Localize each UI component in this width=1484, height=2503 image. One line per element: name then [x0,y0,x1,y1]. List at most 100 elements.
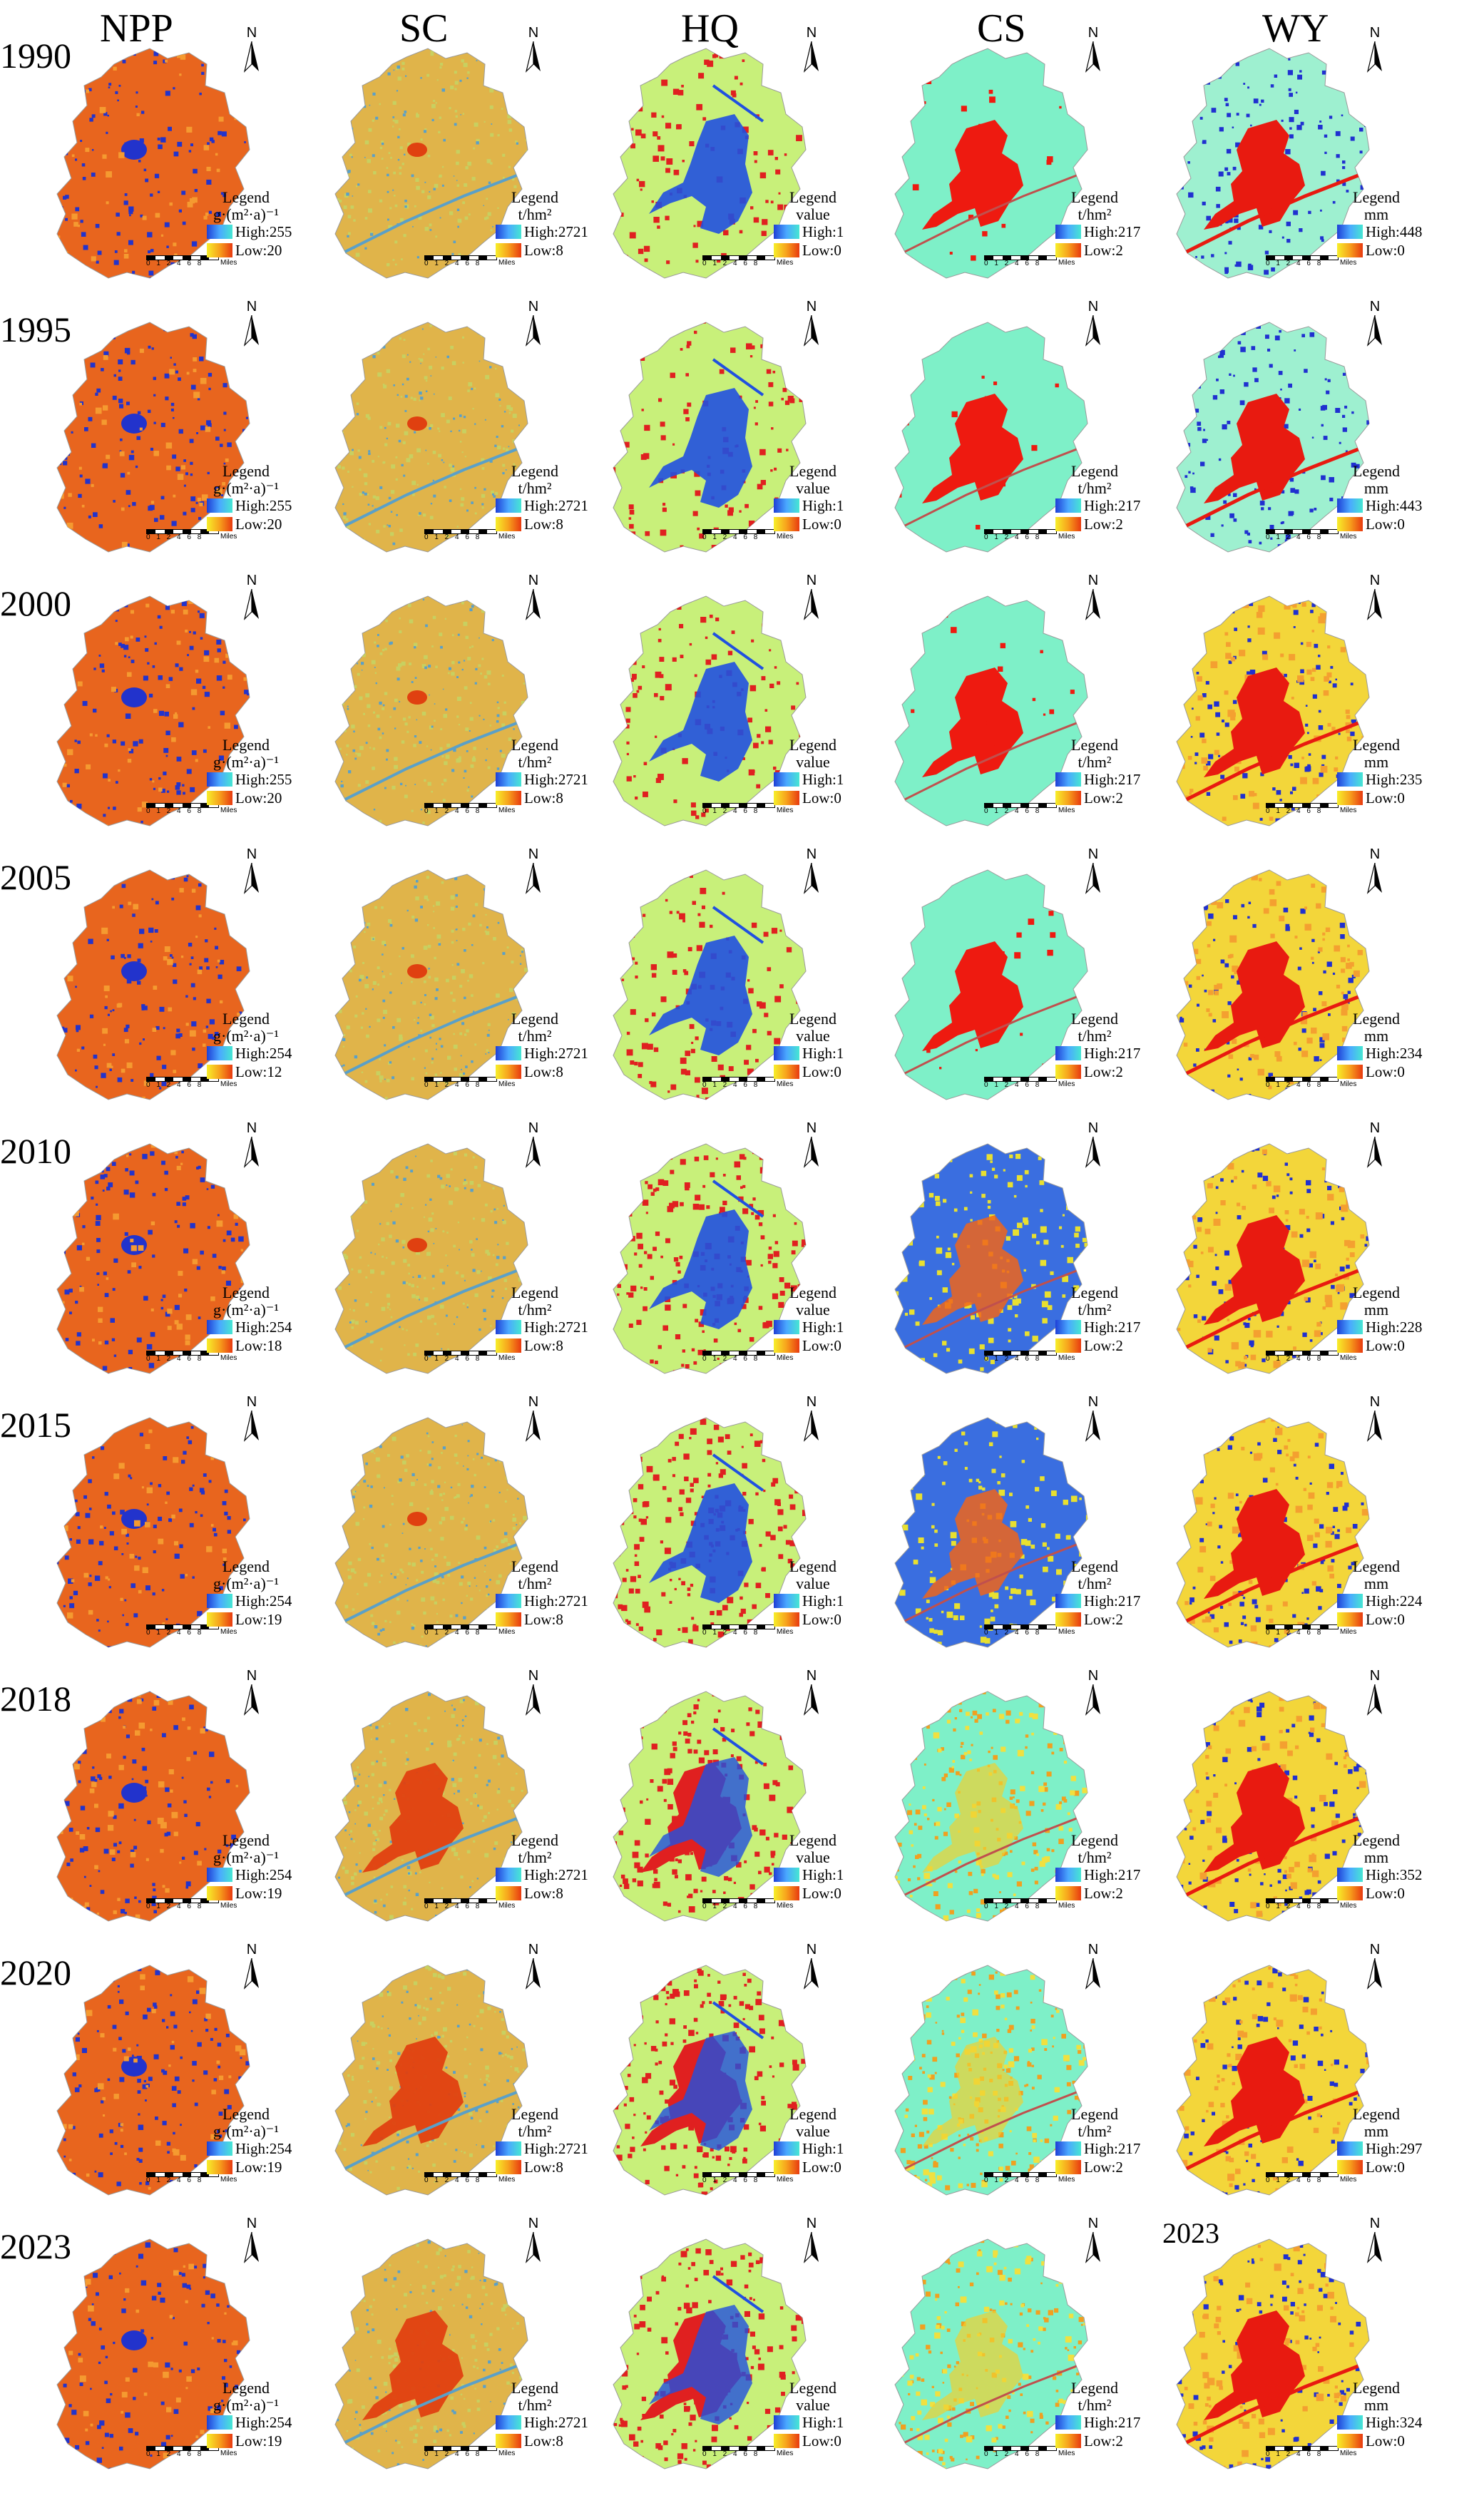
legend-low-swatch [1055,1886,1081,1900]
legend-unit: t/hm² [1078,1301,1112,1319]
legend-low-value: Low:0 [802,1063,841,1080]
legend-high-swatch [207,2415,232,2430]
legend-low-value: Low:2 [1084,516,1123,533]
map-panel-hq-2010: N 0 1 2 4 6 8 Miles Legend value High:1 Low:0 [585,1121,863,1388]
legend: Legend value High:1 Low:0 [774,1832,909,1903]
scale-bar: 0 1 2 4 6 8 Miles [424,2446,538,2458]
map-panel-wy-2020: N 0 1 2 4 6 8 Miles Legend mm High:297 Low:0 [1148,1942,1426,2209]
scale-bar-ticks: 0 1 2 4 6 8 [1266,2176,1324,2184]
legend-unit: mm [1363,205,1389,223]
year-label-2020: 2020 [0,1952,71,1992]
legend-high-value: High:1 [802,2414,844,2431]
scale-bar-ticks: 0 1 2 4 6 8 [424,260,482,267]
north-arrow-icon: N [799,1669,824,1716]
legend-unit: mm [1363,1848,1389,1866]
scale-bar-ticks: 0 1 2 4 6 8 [984,2176,1042,2184]
legend-low-swatch [496,517,521,531]
legend-high-value: High:234 [1366,1045,1423,1062]
legend-unit: t/hm² [518,2122,552,2140]
scale-bar-ticks: 0 1 2 4 6 8 [146,260,204,267]
north-label: N [806,299,817,314]
legend-high-swatch [774,1868,799,1882]
scale-bar: 0 1 2 4 6 8 Miles [424,2172,538,2184]
legend-low-swatch [774,791,799,805]
north-label: N [1088,1668,1099,1684]
scale-bar: 0 1 2 4 6 8 Miles [146,529,260,541]
north-arrow-icon: N [1362,846,1388,894]
legend-high-value: High:324 [1366,2414,1423,2431]
legend-high-value: High:2721 [524,1319,588,1336]
scale-bar-unit: Miles [1058,2450,1075,2457]
legend-low-value: Low:0 [802,2432,841,2450]
legend: Legend t/hm² High:217 Low:2 [1055,1010,1191,1082]
scale-bar-unit: Miles [1058,1080,1075,1088]
legend-high-value: High:255 [235,497,292,514]
legend-high-value: High:254 [235,2140,292,2157]
legend-low-swatch [207,1886,232,1900]
legend-low-swatch [1337,517,1363,531]
scale-bar: 0 1 2 4 6 8 Miles [424,803,538,815]
map-panel-npp-2015: N 0 1 2 4 6 8 Miles Legend g·(m²·a)⁻¹ High:25… [14,1395,292,1662]
scale-bar-unit: Miles [1058,2176,1075,2184]
legend-low-swatch [774,243,799,257]
scale-bar-ticks: 0 1 2 4 6 8 [1266,260,1324,267]
scale-bar-unit: Miles [498,2176,516,2184]
scale-bar: 0 1 2 4 6 8 Miles [702,255,817,267]
legend-low-value: Low:0 [802,1611,841,1628]
north-label: N [1088,573,1099,588]
legend: Legend mm High:235 Low:0 [1337,737,1473,808]
north-arrow-icon: N [1080,1942,1106,1990]
legend-high-swatch [496,1046,521,1060]
legend-low-swatch [1337,791,1363,805]
north-arrow-icon: N [1362,1121,1388,1168]
north-label: N [246,1668,257,1684]
north-arrow-icon: N [521,847,546,894]
north-arrow-icon: N [239,1121,265,1168]
north-arrow-icon: N [239,573,265,620]
map-panel-hq-2000: N 0 1 2 4 6 8 Miles Legend value High:1 Low:0 [585,573,863,840]
scale-bar: 0 1 2 4 6 8 Miles [1266,1898,1380,1910]
study-area-map [613,1417,807,1648]
scale-bar-ticks: 0 1 2 4 6 8 [984,1903,1042,1910]
scale-bar-ticks: 0 1 2 4 6 8 [702,1355,760,1363]
legend-high-swatch [1337,772,1363,787]
scale-bar: 0 1 2 4 6 8 Miles [424,1624,538,1637]
map-panel-npp-1990: N 0 1 2 4 6 8 Miles Legend g·(m²·a)⁻¹ High:25… [14,25,292,292]
scale-bar: 0 1 2 4 6 8 Miles [984,803,1098,815]
legend: Legend t/hm² High:2721 Low:8 [496,463,631,534]
scale-bar-ticks: 0 1 2 4 6 8 [424,807,482,815]
legend-low-swatch [1337,243,1363,257]
study-area-map [613,1965,807,2196]
legend-unit: value [796,753,830,771]
legend-unit: t/hm² [1078,1575,1112,1592]
legend-high-value: High:1 [802,771,844,788]
scale-bar-ticks: 0 1 2 4 6 8 [146,1355,204,1363]
scale-bar-ticks: 0 1 2 4 6 8 [702,1629,760,1637]
north-label: N [1369,846,1381,862]
map-panel-wy-2023: N 0 1 2 4 6 8 Miles Legend mm High:324 Low:0 20… [1148,2216,1426,2483]
legend-high-swatch [496,2415,521,2430]
map-raster [613,872,806,1100]
map-panel-wy-2015: N 0 1 2 4 6 8 Miles Legend mm High:224 Low:0 [1148,1395,1426,1662]
region-outline [56,48,250,279]
scale-bar-unit: Miles [1340,259,1357,267]
scale-bar-ticks: 0 1 2 4 6 8 [984,1629,1042,1637]
legend-low-swatch [774,1886,799,1900]
scale-bar-ticks: 0 1 2 4 6 8 [702,260,760,267]
north-arrow-icon: N [1080,1668,1106,1716]
scale-bar-ticks: 0 1 2 4 6 8 [424,1629,482,1637]
scale-bar-unit: Miles [1340,1080,1357,1088]
legend-unit: g·(m²·a)⁻¹ [213,479,279,497]
scale-bar: 0 1 2 4 6 8 Miles [702,529,817,541]
legend: Legend mm High:443 Low:0 [1337,463,1473,534]
scale-bar-ticks: 0 1 2 4 6 8 [146,2176,204,2184]
legend-title: Legend [789,462,836,480]
year-label-2000: 2000 [0,583,71,623]
legend: Legend t/hm² High:2721 Low:8 [496,2106,631,2177]
legend-low-value: Low:8 [524,2432,563,2450]
north-label: N [246,25,257,41]
legend: Legend t/hm² High:217 Low:2 [1055,189,1191,260]
north-arrow-icon: N [521,573,546,620]
scale-bar-ticks: 0 1 2 4 6 8 [424,533,482,541]
scale-bar-ticks: 0 1 2 4 6 8 [984,1355,1042,1363]
